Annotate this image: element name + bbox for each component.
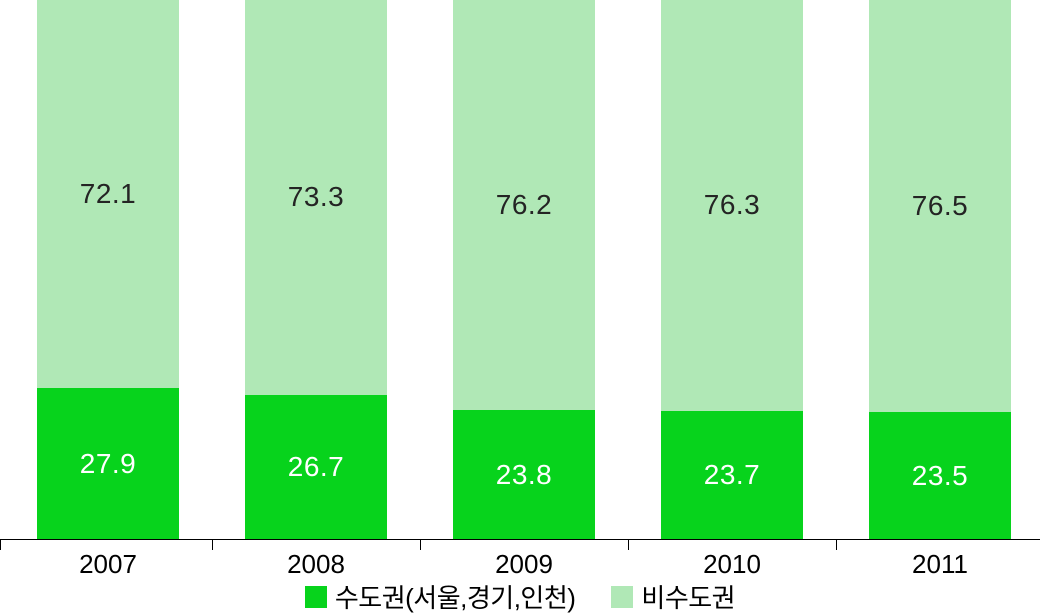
bar-value-label: 27.9 (80, 448, 137, 480)
x-tick (212, 540, 213, 550)
x-tick (628, 540, 629, 550)
legend-label: 수도권(서울,경기,인천) (335, 578, 576, 615)
stacked-bar-chart: 72.1 27.9 73.3 26.7 76.2 23.8 76.3 23.7 76.5 23.5… (0, 0, 1040, 612)
x-axis-label: 2007 (79, 549, 137, 580)
legend-item: 비수도권 (611, 578, 735, 615)
bar-group: 72.1 27.9 (37, 0, 179, 539)
bar-segment-top: 73.3 (245, 0, 387, 395)
legend-label: 비수도권 (641, 578, 735, 615)
x-axis-label: 2008 (287, 549, 345, 580)
bar-value-label: 26.7 (288, 451, 345, 483)
bar-value-label: 73.3 (288, 181, 345, 213)
bar-segment-bottom: 23.5 (869, 412, 1011, 539)
bar-value-label: 23.8 (496, 459, 553, 491)
bar-value-label: 76.2 (496, 189, 553, 221)
bar-value-label: 76.3 (704, 189, 761, 221)
bar-segment-bottom: 23.7 (661, 411, 803, 539)
x-tick (420, 540, 421, 550)
bar-segment-top: 76.5 (869, 0, 1011, 412)
x-axis-label: 2010 (703, 549, 761, 580)
bar-segment-top: 72.1 (37, 0, 179, 388)
bar-group: 76.5 23.5 (869, 0, 1011, 539)
plot-area: 72.1 27.9 73.3 26.7 76.2 23.8 76.3 23.7 76.5 23.5 (0, 0, 1040, 540)
bar-value-label: 72.1 (80, 178, 137, 210)
x-axis-label: 2011 (912, 549, 968, 580)
bar-value-label: 23.7 (704, 459, 761, 491)
bar-group: 73.3 26.7 (245, 0, 387, 539)
bar-segment-bottom: 26.7 (245, 395, 387, 539)
legend: 수도권(서울,경기,인천) 비수도권 (0, 578, 1040, 615)
bar-segment-top: 76.2 (453, 0, 595, 410)
bar-segment-bottom: 23.8 (453, 410, 595, 539)
bar-group: 76.3 23.7 (661, 0, 803, 539)
x-tick (836, 540, 837, 550)
bar-value-label: 23.5 (912, 460, 969, 492)
x-axis-label: 2009 (495, 549, 553, 580)
bar-group: 76.2 23.8 (453, 0, 595, 539)
legend-item: 수도권(서울,경기,인천) (305, 578, 576, 615)
bar-segment-bottom: 27.9 (37, 388, 179, 539)
legend-swatch (611, 586, 633, 608)
legend-swatch (305, 586, 327, 608)
x-tick (0, 540, 1, 550)
bar-segment-top: 76.3 (661, 0, 803, 411)
bar-value-label: 76.5 (912, 190, 969, 222)
